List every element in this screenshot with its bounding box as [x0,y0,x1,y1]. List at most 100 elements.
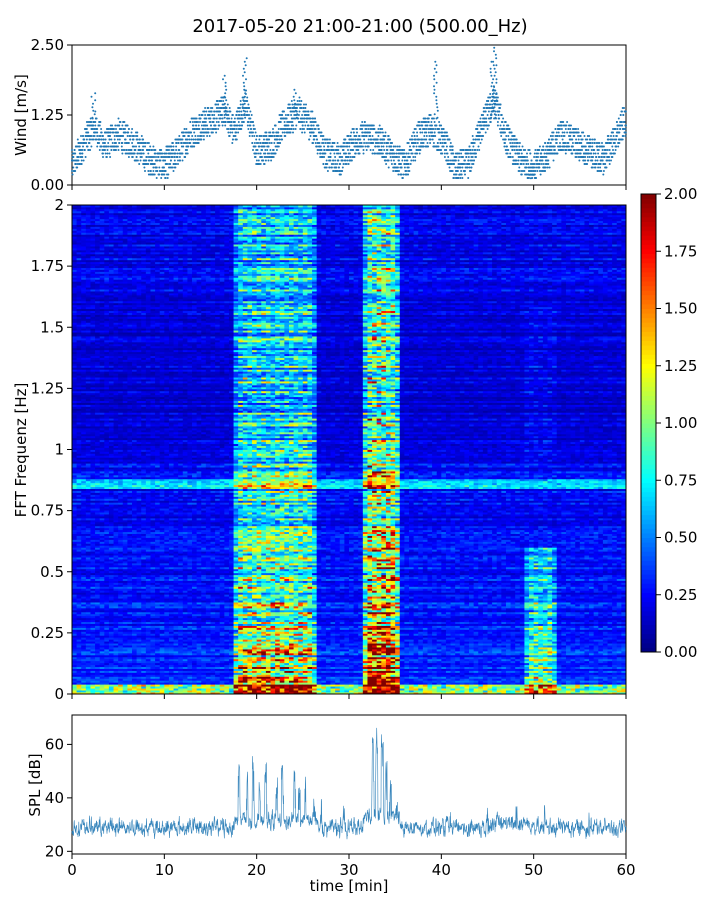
wind-point [184,128,186,130]
wind-point [92,125,94,127]
wind-point [175,146,177,148]
wind-point [205,111,207,113]
wind-point [83,160,85,162]
wind-point [133,135,135,137]
wind-point [273,149,275,151]
wind-point [118,125,120,127]
wind-point [127,135,129,137]
wind-point [81,149,83,151]
wind-point [173,149,175,151]
wind-point [182,139,184,141]
wind-point [197,121,199,123]
wind-point [75,163,77,165]
wind-point [104,142,106,144]
wind-point [215,128,217,130]
wind-point [92,139,94,141]
wind-point [165,177,167,179]
wind-point [217,107,219,109]
wind-point [271,142,273,144]
wind-point [96,132,98,134]
wind-point [121,153,123,155]
wind-point [191,135,193,137]
wind-point [156,167,158,169]
wind-point [174,156,176,158]
wind-point [252,121,254,123]
wind-point [178,135,180,137]
wind-point [142,149,144,151]
wind-point [127,125,129,127]
wind-point [237,111,239,113]
wind-point [213,114,215,116]
wind-point [90,121,92,123]
wind-point [172,142,174,144]
wind-point [269,142,271,144]
wind-point [210,128,212,130]
wind-point [275,125,277,127]
wind-point [112,142,114,144]
wind-point [175,149,177,151]
wind-point [238,121,240,123]
wind-point [80,135,82,137]
wind-point [131,142,133,144]
wind-point [231,125,233,127]
wind-point [169,156,171,158]
wind-point [275,153,277,155]
wind-point [184,156,186,158]
wind-point [96,128,98,130]
wind-point [168,149,170,151]
wind-point [199,121,201,123]
wind-point [140,149,142,151]
wind-point [123,149,125,151]
wind-point [255,132,257,134]
wind-point [273,142,275,144]
wind-point [135,146,137,148]
wind-point [137,153,139,155]
wind-point [77,139,79,141]
wind-point [212,132,214,134]
wind-point [145,160,147,162]
wind-point [216,118,218,120]
wind-point [216,100,218,102]
wind-point [163,174,165,176]
wind-point [94,111,96,113]
wind-point [124,128,126,130]
wind-point [185,128,187,130]
wind-point [158,167,160,169]
wind-point [261,149,263,151]
wind-point [290,107,292,109]
wind-point [247,128,249,130]
wind-point [94,121,96,123]
wind-point [231,132,233,134]
wind-point [140,160,142,162]
wind-point [131,128,133,130]
wind-point [205,121,207,123]
wind-point [240,111,242,113]
wind-point [231,118,233,120]
wind-point [215,132,217,134]
wind-point [129,135,131,137]
wind-point [265,160,267,162]
wind-point [99,125,101,127]
wind-point [119,139,121,141]
wind-point [246,111,248,113]
wind-point [101,139,103,141]
wind-point [96,146,98,148]
wind-point [258,160,260,162]
wind-point [148,142,150,144]
wind-point [201,125,203,127]
wind-point [145,142,147,144]
wind-point [152,170,154,172]
wind-point [110,139,112,141]
wind-point [225,121,227,123]
wind-point [273,135,275,137]
wind-point [238,114,240,116]
wind-point [278,146,280,148]
wind-point [251,142,253,144]
wind-point [271,135,273,137]
wind-point [187,139,189,141]
wind-point [170,160,172,162]
wind-point [128,128,130,130]
wind-point [74,149,76,151]
wind-point [235,135,237,137]
wind-point [187,153,189,155]
